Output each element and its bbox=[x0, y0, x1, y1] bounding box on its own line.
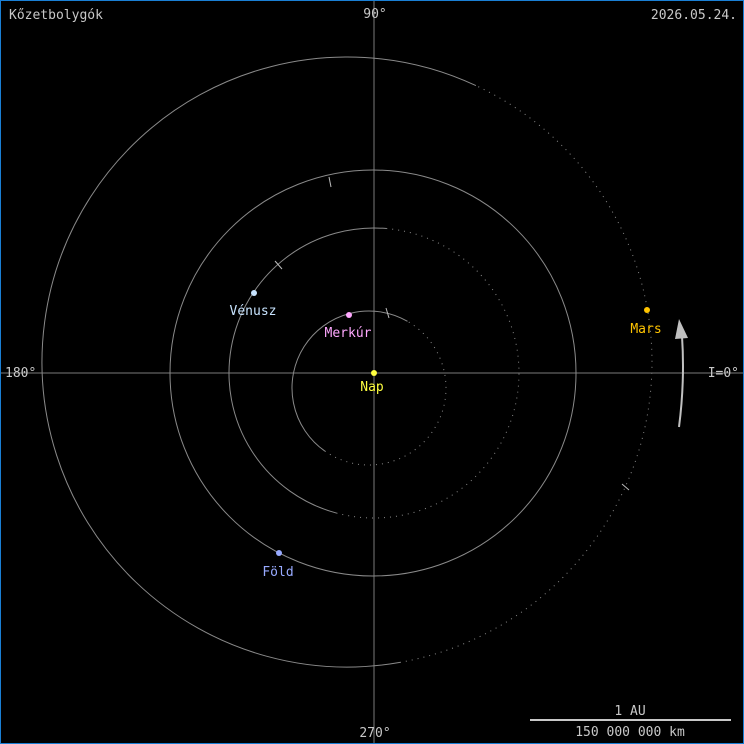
venus-marker bbox=[251, 290, 257, 296]
axis-label-90: 90° bbox=[363, 7, 386, 22]
orbit-ticks bbox=[274, 176, 630, 491]
mars-marker bbox=[644, 307, 650, 313]
venus-orbit-dotted bbox=[336, 228, 520, 519]
mercury-orbit-solid bbox=[291, 310, 408, 452]
orbits bbox=[41, 56, 653, 668]
earth-tick bbox=[328, 176, 332, 188]
mars-orbit-solid bbox=[41, 56, 477, 668]
earth-orbit bbox=[169, 169, 577, 577]
mars-label: Mars bbox=[630, 322, 661, 337]
mercury-orbit-dotted bbox=[324, 320, 447, 466]
venus-label: Vénusz bbox=[230, 304, 277, 319]
scale-au-label: 1 AU bbox=[614, 704, 645, 719]
date-label: 2026.05.24. bbox=[651, 8, 737, 23]
direction-arrowhead-icon bbox=[675, 319, 688, 339]
earth-marker bbox=[276, 550, 282, 556]
axis-label-270: 270° bbox=[359, 726, 390, 741]
direction-arrow-icon bbox=[678, 335, 684, 428]
earth-label: Föld bbox=[262, 565, 293, 580]
axis-label-0: I=0° bbox=[708, 366, 739, 381]
mars-orbit-dotted bbox=[399, 85, 653, 663]
venus-tick bbox=[274, 260, 283, 270]
mercury-label: Merkúr bbox=[325, 326, 372, 341]
axis-label-180: 180° bbox=[5, 366, 36, 381]
sun-label: Nap bbox=[360, 380, 384, 395]
venus-orbit-solid bbox=[228, 227, 387, 514]
diagram-title: Kőzetbolygók bbox=[9, 8, 103, 23]
mercury-marker bbox=[346, 312, 352, 318]
mercury-tick bbox=[385, 307, 390, 319]
sun-marker bbox=[371, 370, 377, 376]
scale-km-label: 150 000 000 km bbox=[575, 725, 685, 740]
mars-tick bbox=[621, 483, 630, 491]
